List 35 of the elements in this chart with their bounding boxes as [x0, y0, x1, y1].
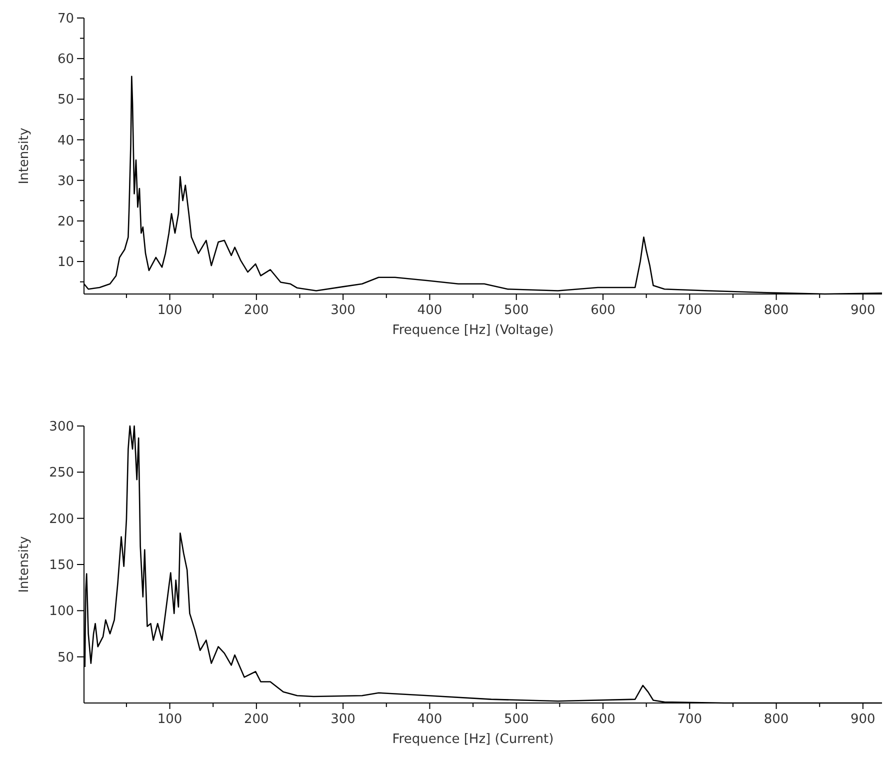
y-tick-label: 40 — [57, 133, 74, 148]
x-tick-label: 200 — [244, 712, 269, 727]
y-axis-title: Intensity — [17, 127, 32, 184]
y-tick-label: 50 — [57, 650, 74, 666]
x-tick-label: 800 — [764, 712, 789, 727]
x-tick-label: 300 — [330, 712, 356, 727]
y-tick-label: 10 — [57, 255, 74, 270]
y-tick-label: 150 — [49, 558, 74, 574]
x-tick-label: 800 — [764, 303, 789, 318]
y-tick-label: 300 — [49, 420, 74, 435]
x-tick-label: 200 — [244, 303, 269, 318]
y-tick-label: 30 — [57, 174, 74, 189]
y-tick-label: 70 — [57, 12, 74, 27]
x-tick-label: 500 — [504, 303, 529, 318]
x-tick-label: 600 — [590, 303, 616, 318]
y-tick-label: 20 — [57, 214, 74, 230]
x-tick-label: 700 — [677, 303, 702, 318]
x-tick-label: 100 — [157, 712, 182, 727]
y-tick-label: 60 — [57, 52, 74, 68]
x-tick-label: 400 — [417, 712, 442, 727]
x-tick-label: 500 — [504, 712, 529, 727]
x-axis-title: Frequence [Hz] (Voltage) — [392, 323, 554, 338]
y-tick-label: 100 — [49, 604, 74, 620]
x-tick-label: 900 — [850, 712, 876, 727]
x-tick-label: 900 — [850, 303, 876, 318]
y-tick-label: 200 — [49, 512, 74, 527]
y-axis-title: Intensity — [17, 536, 32, 593]
x-tick-label: 100 — [157, 303, 182, 318]
y-tick-label: 250 — [49, 466, 74, 481]
x-axis-title: Frequence [Hz] (Current) — [392, 732, 554, 747]
x-tick-label: 400 — [417, 303, 442, 318]
x-tick-label: 600 — [590, 712, 616, 727]
x-tick-label: 300 — [330, 303, 356, 318]
y-tick-label: 50 — [57, 92, 74, 108]
x-tick-label: 700 — [677, 712, 702, 727]
